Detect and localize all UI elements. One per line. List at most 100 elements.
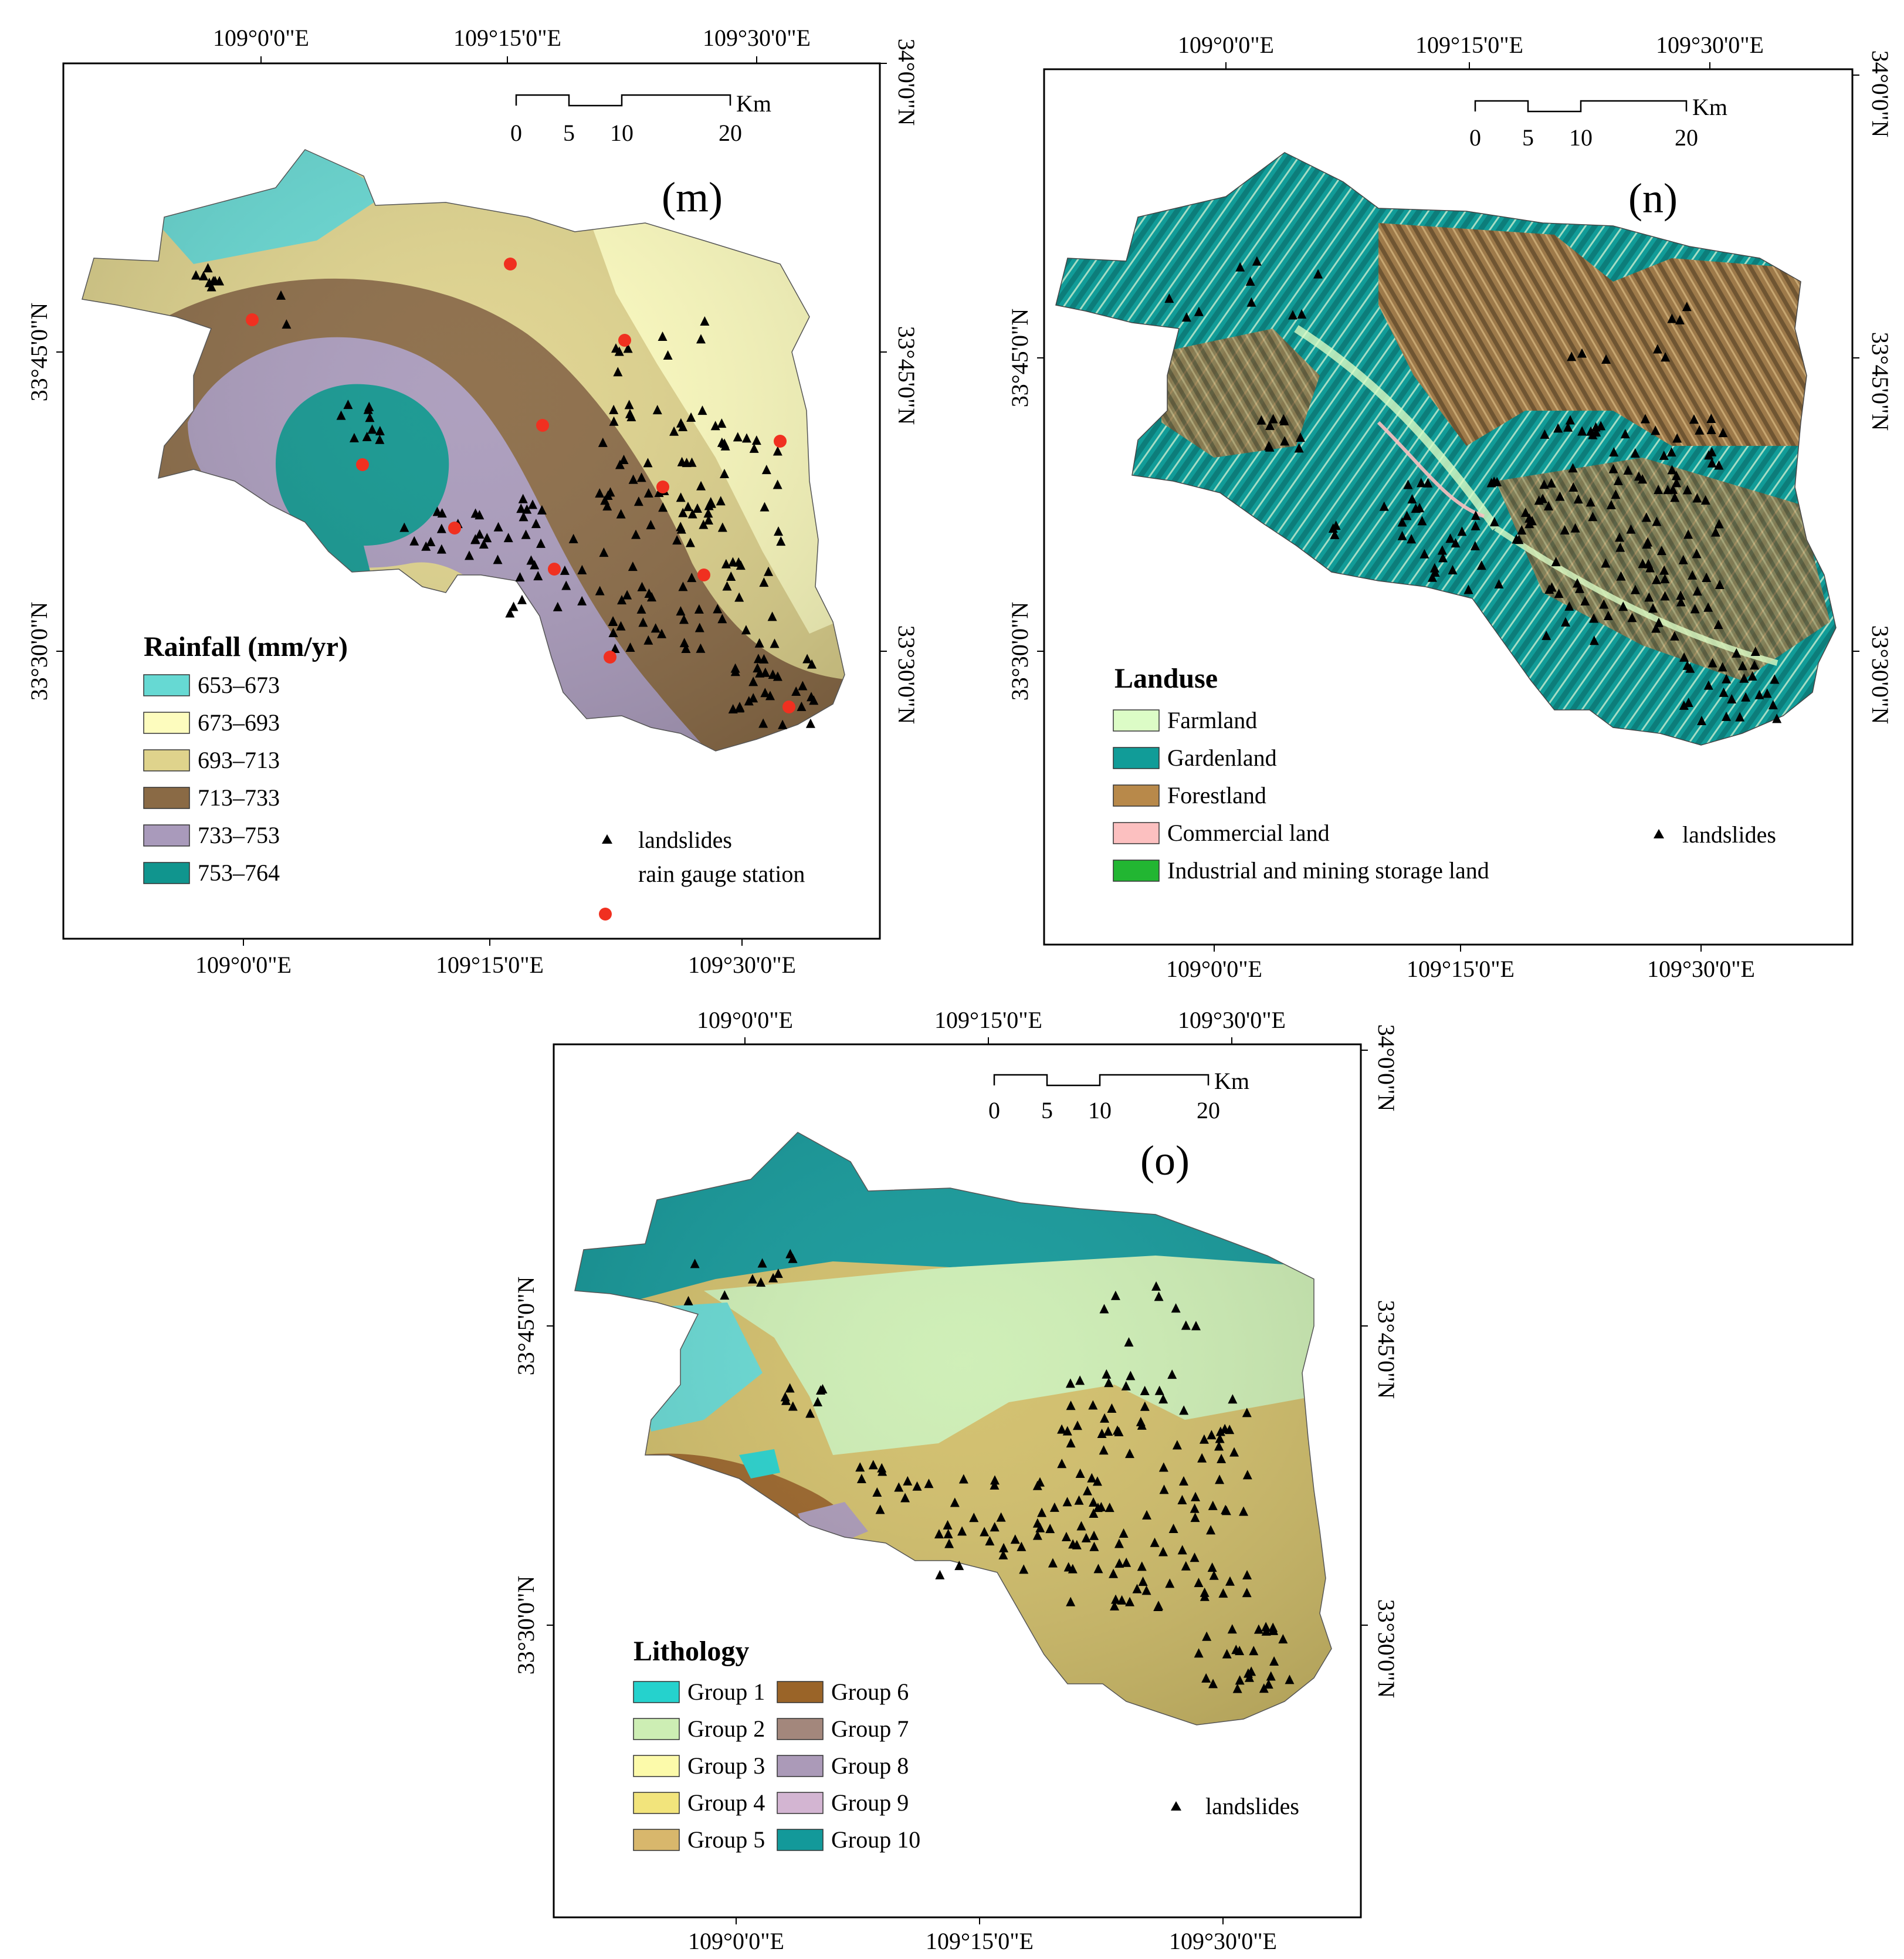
landslide-marker: [1565, 415, 1575, 425]
landslide-marker: [1089, 1530, 1099, 1540]
landslide-marker: [1075, 1375, 1085, 1385]
landslide-marker: [643, 458, 653, 468]
rain-gauge-legend-icon: [599, 908, 612, 921]
landslide-marker: [521, 529, 531, 539]
landslide-marker: [1093, 1564, 1103, 1574]
landslide-marker: [568, 533, 578, 543]
legend-marker-label: landslides: [638, 827, 732, 853]
landslide-marker: [1554, 588, 1564, 598]
landslide-marker: [1660, 591, 1670, 601]
landslide-marker: [1057, 1424, 1067, 1434]
landslide-marker: [685, 537, 695, 547]
landslide-marker: [1618, 601, 1628, 611]
bottom-tick-label: 109°30'0"E: [688, 952, 796, 978]
left-tick-label: 33°30'0"N: [513, 1576, 539, 1674]
landslide-marker: [749, 443, 759, 453]
landslide-marker: [426, 536, 436, 546]
legend-label: Group 9: [831, 1789, 909, 1816]
landslide-marker: [470, 534, 480, 544]
landslide-marker: [1227, 1624, 1237, 1634]
landslide-marker: [1178, 1476, 1188, 1486]
landslide-marker: [1124, 1449, 1134, 1459]
landslide-marker: [1739, 673, 1749, 683]
landslide-marker: [694, 622, 704, 632]
landslide-marker: [1231, 1645, 1241, 1655]
landslide-marker: [652, 405, 662, 415]
landslide-marker: [1567, 351, 1577, 361]
rain-gauge-marker: [618, 334, 631, 347]
top-tick-label: 109°30'0"E: [703, 25, 811, 51]
landslide-marker: [1645, 563, 1655, 573]
landslide-marker: [421, 541, 431, 551]
landslide-marker: [536, 538, 546, 548]
landslide-marker: [990, 1522, 1000, 1532]
landslide-marker: [1407, 534, 1417, 544]
landslide-marker: [1268, 1622, 1278, 1632]
landslide-marker: [754, 638, 764, 648]
landslide-marker: [788, 1401, 798, 1411]
scale-label: 0: [1469, 124, 1481, 151]
landslide-marker: [678, 507, 688, 517]
landslide-marker: [798, 681, 808, 691]
landslide-marker: [894, 1482, 904, 1492]
landslide-marker: [1427, 572, 1437, 582]
landslide-marker: [1659, 565, 1669, 575]
legend-title: Rainfall (mm/yr): [144, 631, 348, 662]
landslide-marker: [768, 669, 778, 679]
landslide-marker: [1403, 479, 1413, 489]
top-tick-label: 109°15'0"E: [1415, 32, 1523, 58]
landslide-marker: [399, 522, 409, 532]
landslide-marker: [751, 435, 761, 445]
top-tick-label: 109°15'0"E: [453, 25, 561, 51]
landslide-marker: [1689, 414, 1699, 424]
landslide-marker: [516, 503, 526, 513]
landslide-marker: [1741, 692, 1751, 702]
legend-swatch: [143, 824, 190, 847]
landslide-marker: [1102, 1369, 1112, 1379]
landslide-marker: [759, 654, 769, 664]
landslide-marker: [764, 566, 774, 576]
landslide-marker: [1603, 610, 1613, 620]
legend-swatch: [777, 1681, 824, 1703]
landslide-marker: [614, 346, 624, 356]
landslide-marker: [748, 693, 758, 703]
landslide-marker: [1206, 1525, 1216, 1535]
landslide-marker: [505, 608, 515, 618]
landuse-map-panel: 109°0'0"E 109°15'0"E 109°30'0"E 109°0'0"…: [1007, 32, 1893, 982]
landslide-marker: [1718, 428, 1728, 438]
landslide-marker: [1097, 1428, 1107, 1438]
legend-swatch: [777, 1792, 824, 1814]
landslide-marker: [1438, 553, 1448, 563]
landslide-marker: [682, 458, 692, 468]
landslide-marker: [1222, 1649, 1232, 1659]
landslide-marker: [1750, 660, 1760, 670]
landslide-marker: [1563, 422, 1573, 432]
landslide-marker: [1117, 1595, 1127, 1605]
landslide-marker: [773, 479, 782, 489]
landslide-marker: [1416, 478, 1426, 488]
right-tick-label: 34°0'0"N: [1373, 1024, 1396, 1111]
rain-gauge-marker: [548, 563, 561, 576]
landslide-marker: [785, 1383, 795, 1393]
landslide-marker: [765, 691, 775, 701]
landslide-marker: [1048, 1558, 1058, 1568]
scale-label: 5: [563, 120, 575, 146]
landslide-marker: [760, 667, 770, 677]
landslide-marker: [1285, 1674, 1295, 1684]
landslide-marker: [672, 535, 682, 545]
scale-label: 20: [1675, 124, 1698, 151]
landslide-marker: [1072, 1420, 1082, 1430]
landslide-marker: [1088, 1400, 1098, 1410]
landslide-marker: [1588, 512, 1598, 522]
landslide-marker: [1630, 448, 1640, 458]
landslide-points: [683, 1249, 1295, 1693]
landslide-marker: [522, 504, 532, 514]
bottom-tick-label: 109°30'0"E: [1169, 1928, 1277, 1954]
landslide-marker: [1153, 1602, 1163, 1612]
landslide-marker: [1165, 1578, 1175, 1588]
landslide-marker: [1615, 542, 1625, 552]
rain-gauge-marker: [604, 651, 616, 664]
legend-label: Farmland: [1167, 707, 1257, 733]
landslide-marker: [770, 638, 780, 648]
landslide-marker: [1330, 529, 1340, 539]
